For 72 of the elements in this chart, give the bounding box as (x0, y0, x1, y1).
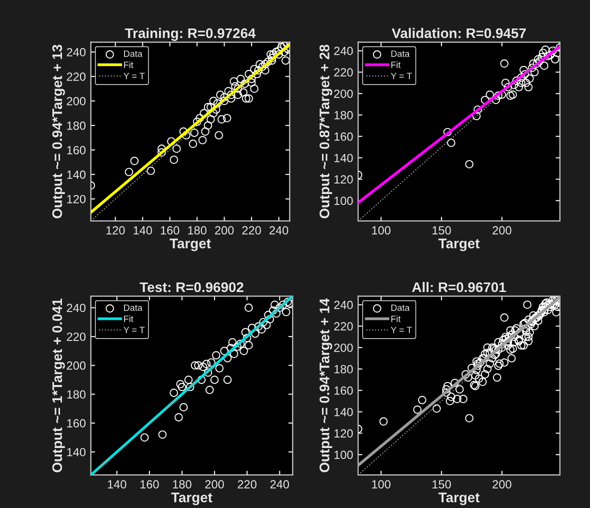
x-tick-label: 240 (270, 226, 288, 235)
y-tick-label: 200 (66, 361, 86, 370)
x-tick-label: 220 (242, 226, 261, 235)
x-tick-label: 200 (205, 480, 224, 489)
x-tick-label: 140 (108, 480, 126, 489)
y-tick-label: 180 (334, 365, 353, 374)
y-tick-label: 220 (334, 322, 353, 331)
y-tick-label: 120 (334, 175, 353, 184)
y-tick-label: 100 (334, 196, 353, 206)
y-tick-label: 140 (67, 170, 86, 179)
x-tick-label: 200 (492, 480, 512, 489)
legend-label: Data (391, 50, 410, 57)
x-tick-label: 150 (432, 226, 451, 235)
legend-label: Fit (391, 61, 401, 68)
y-axis-title: Output ~= 1*Target + 0.041 (52, 298, 65, 472)
legend-label: Fit (124, 61, 134, 68)
x-tick-label: 100 (372, 226, 390, 235)
y-tick-label: 240 (334, 46, 353, 56)
legend-label: Y = T (124, 326, 145, 334)
y-tick-label: 120 (67, 194, 86, 204)
legend-label: Fit (391, 315, 401, 322)
x-tick-label: 220 (238, 480, 256, 489)
y-tick-label: 200 (334, 90, 353, 98)
y-axis-title: Output ~= 0.94*Target + 13 (52, 44, 65, 218)
y-tick-label: 180 (67, 390, 86, 399)
x-tick-label: 200 (215, 226, 234, 235)
x-tick-label: 100 (372, 480, 390, 489)
x-tick-label: 140 (134, 226, 152, 235)
y-tick-label: 140 (334, 408, 353, 416)
x-axis-title: Target (170, 238, 211, 252)
y-tick-label: 120 (334, 429, 353, 438)
y-tick-label: 160 (67, 146, 86, 154)
y-tick-label: 160 (67, 419, 86, 428)
x-tick-label: 160 (160, 226, 180, 235)
x-tick-label: 150 (432, 480, 451, 489)
legend-label: Fit (124, 315, 134, 322)
y-tick-label: 240 (66, 304, 86, 312)
y-tick-label: 100 (334, 450, 353, 460)
y-tick-label: 220 (66, 72, 86, 81)
y-tick-label: 220 (334, 68, 353, 77)
x-tick-label: 200 (492, 226, 512, 235)
x-tick-label: 120 (106, 226, 125, 235)
legend-label: Data (124, 304, 142, 311)
y-tick-label: 160 (334, 386, 353, 395)
chart-title: All: R=0.96701 (412, 282, 506, 292)
legend-label: Y = T (390, 326, 412, 334)
chart-title: Validation: R=0.9457 (392, 28, 526, 38)
x-tick-label: 180 (173, 480, 192, 489)
y-tick-label: 180 (67, 121, 86, 130)
y-tick-label: 140 (67, 448, 86, 456)
y-tick-label: 160 (334, 132, 353, 141)
chart-title: Training: R=0.97264 (125, 28, 256, 41)
x-tick-label: 160 (140, 480, 159, 489)
y-tick-label: 240 (334, 300, 353, 310)
y-tick-label: 240 (66, 48, 86, 56)
y-axis-title: Output ~= 0.94*Target + 14 (320, 298, 332, 472)
y-tick-label: 200 (334, 344, 353, 352)
y-tick-label: 140 (334, 154, 353, 162)
legend-label: Y = T (390, 72, 412, 80)
chart-title: Test: R=0.96902 (140, 282, 244, 292)
y-axis-title: Output ~= 0.87*Target + 28 (320, 44, 332, 218)
legend-label: Y = T (124, 72, 145, 80)
x-tick-label: 240 (270, 480, 290, 489)
y-tick-label: 220 (66, 332, 86, 341)
x-axis-title: Target (438, 238, 480, 252)
x-axis-title: Target (171, 492, 212, 506)
legend-label: Data (391, 304, 410, 311)
y-tick-label: 200 (66, 96, 86, 106)
x-tick-label: 180 (188, 226, 206, 235)
x-axis-title: Target (438, 492, 480, 506)
y-tick-label: 180 (334, 111, 353, 120)
legend-label: Data (124, 50, 142, 57)
